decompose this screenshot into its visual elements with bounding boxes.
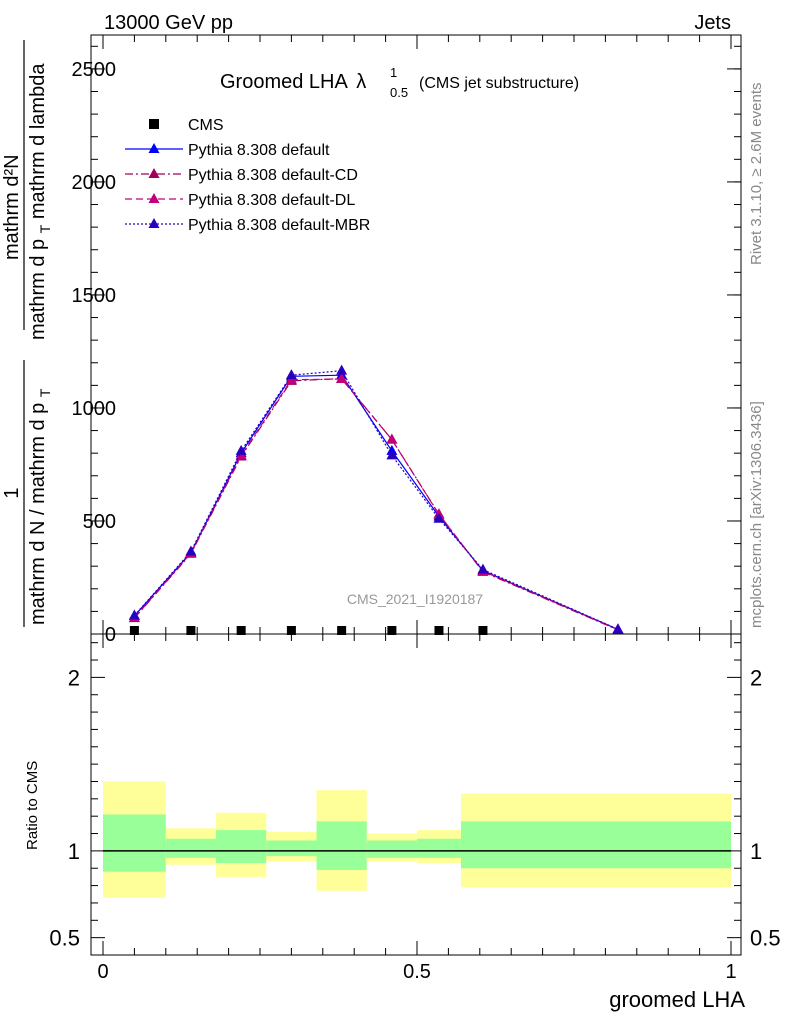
series-point: [128, 609, 140, 620]
legend-label: Pythia 8.308 default-DL: [188, 192, 355, 209]
series-point: [285, 369, 297, 380]
ratio-frame: [90, 633, 742, 956]
x-axis-label: groomed LHA: [609, 987, 745, 1012]
ratio-band-inner: [460, 821, 731, 869]
ratio-band-inner: [266, 840, 317, 857]
cms-point: [186, 626, 196, 635]
series-point: [386, 433, 398, 444]
legend-marker: [148, 218, 160, 228]
legend: CMS Pythia 8.308 default Pythia 8.308 defa…: [125, 117, 370, 234]
ratio-band-inner: [417, 838, 461, 858]
plot-title-main: Groomed LHA: [220, 71, 348, 93]
main-ytick-label: 2500: [72, 59, 117, 81]
plot-title-lambda: λ: [356, 71, 366, 93]
cms-point: [236, 626, 246, 635]
main-series: [128, 364, 624, 634]
series-point: [477, 563, 489, 574]
ratio-y-label: Ratio to CMS: [24, 761, 41, 850]
ylabel-denominator: mathrm d N / mathrm d p T: [27, 388, 53, 625]
cms-point: [478, 626, 488, 635]
legend-marker: [148, 143, 160, 153]
series-line: [133, 370, 619, 630]
main-axis-ticks: 0 500 1000 1500 2000 2500: [72, 35, 741, 646]
header-right: Jets: [694, 12, 731, 34]
cms-point: [434, 626, 444, 635]
main-panel: 0 500 1000 1500 2000 2500: [72, 34, 742, 898]
ratio-ytick-label-right: 2: [750, 665, 762, 690]
ratio-band-inner: [366, 840, 417, 858]
x-tick-labels: 0 0.5 1: [97, 961, 736, 983]
x-tick-label: 0.5: [403, 961, 431, 983]
x-tick-label: 1: [725, 961, 736, 983]
series-point: [185, 545, 197, 556]
main-ytick-label: 0: [105, 624, 116, 646]
ratio-ytick-label: 1: [68, 839, 80, 864]
series-point: [336, 373, 348, 384]
main-ytick-label: 500: [83, 511, 116, 533]
ylabel-numerator-2: mathrm d²N: [1, 154, 23, 260]
svg-text:Groomed LHA λ: Groomed LHA λ: [220, 71, 366, 93]
legend-label: Pythia 8.308 default: [188, 142, 330, 159]
main-ytick-label: 1000: [72, 398, 117, 420]
legend-marker: [149, 119, 159, 129]
main-ytick-label: 2000: [72, 172, 117, 194]
series-point: [433, 512, 445, 523]
ratio-band-inner: [103, 814, 166, 872]
ratio-band-inner: [316, 821, 367, 870]
series-point: [235, 444, 247, 455]
legend-marker: [148, 168, 160, 178]
mcplots-note: mcplots.cern.ch [arXiv:1306.3436]: [748, 401, 765, 628]
legend-marker: [148, 193, 160, 203]
cms-point: [387, 626, 397, 635]
series-point: [612, 623, 624, 634]
ratio-ytick-label-right: 1: [750, 839, 762, 864]
legend-label: CMS: [188, 117, 224, 134]
ratio-band-inner: [216, 830, 267, 864]
cms-points: [129, 626, 488, 635]
plot-title-suffix: (CMS jet substructure): [419, 75, 579, 92]
ratio-band-inner: [165, 838, 217, 858]
cms-point: [337, 626, 347, 635]
plot-title: Groomed LHA λ 1 0.5 (CMS jet substructur…: [220, 65, 579, 100]
ratio-panel: 0.5 0.5 1 1 2 2: [49, 633, 781, 956]
header-left: 13000 GeV pp: [104, 12, 233, 34]
main-ytick-label: 1500: [72, 285, 117, 307]
ylabel-numerator-1: 1: [1, 487, 23, 498]
analysis-watermark: CMS_2021_I1920187: [347, 591, 483, 607]
legend-label: Pythia 8.308 default-MBR: [188, 217, 370, 234]
ratio-ytick-label: 2: [68, 665, 80, 690]
plot-title-sup: 1: [390, 65, 397, 80]
ratio-bands: [103, 781, 731, 898]
ratio-axis-ticks: 0.5 0.5 1 1 2 2: [49, 634, 781, 955]
ylabel-big: mathrm d p T mathrm d lambda: [27, 63, 55, 340]
main-y-label: 1 mathrm d N / mathrm d p T mathrm d²N m…: [1, 40, 55, 627]
cms-point: [286, 626, 296, 635]
plot-title-sub: 0.5: [390, 85, 408, 100]
ratio-ytick-label-right: 0.5: [750, 926, 781, 951]
rivet-note: Rivet 3.1.10, ≥ 2.6M events: [748, 83, 765, 266]
series-point: [386, 449, 398, 460]
cms-point: [129, 626, 139, 635]
legend-label: Pythia 8.308 default-CD: [188, 167, 358, 184]
ratio-ytick-label: 0.5: [49, 926, 80, 951]
x-tick-label: 0: [97, 961, 108, 983]
series-point: [336, 364, 348, 375]
